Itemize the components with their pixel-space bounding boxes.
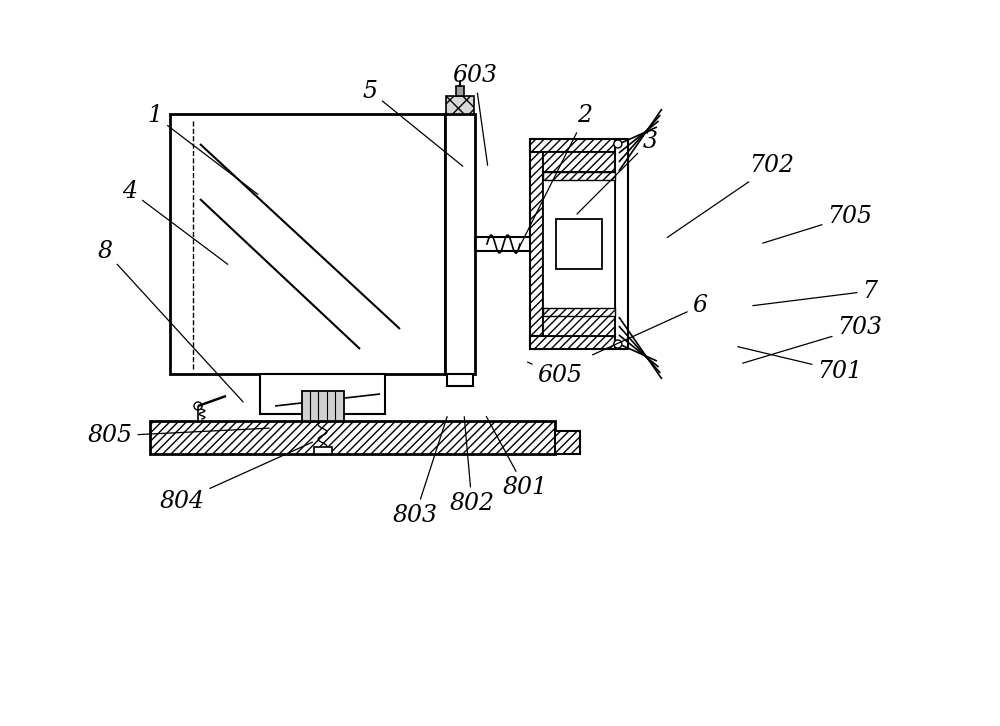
Bar xyxy=(530,336,615,349)
Bar xyxy=(302,391,344,421)
Text: 8: 8 xyxy=(98,240,243,402)
Text: 603: 603 xyxy=(452,65,498,166)
Text: 804: 804 xyxy=(160,442,312,513)
Bar xyxy=(543,308,615,316)
Bar xyxy=(615,139,628,349)
Circle shape xyxy=(614,340,622,348)
Bar xyxy=(260,374,385,414)
Circle shape xyxy=(194,402,202,410)
Bar xyxy=(530,139,615,152)
Text: 4: 4 xyxy=(122,179,228,264)
Text: 1: 1 xyxy=(148,105,258,195)
Bar xyxy=(447,374,473,386)
Bar xyxy=(445,114,475,374)
Bar xyxy=(555,431,580,454)
Text: 7: 7 xyxy=(753,280,878,306)
Bar xyxy=(543,316,615,336)
Text: 5: 5 xyxy=(362,80,463,166)
Circle shape xyxy=(614,140,622,148)
Text: 2: 2 xyxy=(516,105,592,253)
Text: 801: 801 xyxy=(486,417,548,499)
Bar xyxy=(543,172,615,316)
Text: 3: 3 xyxy=(577,129,658,214)
Text: 6: 6 xyxy=(593,295,708,355)
Text: 703: 703 xyxy=(743,317,883,363)
Bar xyxy=(314,447,332,454)
Text: 802: 802 xyxy=(450,417,494,515)
Bar xyxy=(456,86,464,96)
Bar xyxy=(530,139,543,349)
Bar xyxy=(556,219,602,269)
Text: 803: 803 xyxy=(393,417,447,528)
Text: 701: 701 xyxy=(738,346,862,383)
Bar xyxy=(543,152,615,172)
Text: 605: 605 xyxy=(528,362,582,388)
Text: 702: 702 xyxy=(667,155,794,237)
Bar xyxy=(543,172,615,180)
Bar xyxy=(446,96,474,114)
Bar xyxy=(170,114,445,374)
Bar xyxy=(312,414,334,421)
Text: 705: 705 xyxy=(763,205,872,243)
Text: 805: 805 xyxy=(88,425,269,447)
Bar xyxy=(150,421,555,454)
